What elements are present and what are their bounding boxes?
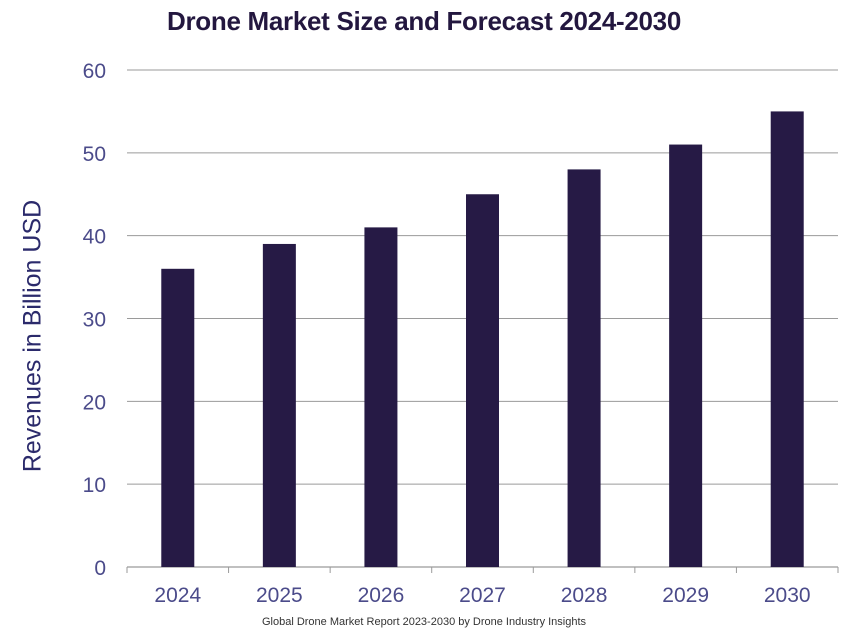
y-tick-label: 40	[83, 226, 106, 249]
x-tick-labels: 2024 2025 2026 2027 2028 2029 2030	[154, 584, 810, 607]
bar-2025	[262, 243, 296, 567]
source-footnote: Global Drone Market Report 2023-2030 by …	[261, 616, 587, 628]
x-tick-label: 2028	[561, 584, 608, 607]
x-tick-label: 2026	[358, 584, 405, 607]
chart-title: Drone Market Size and Forecast 2024-2030	[166, 6, 682, 36]
bar-2024	[161, 268, 195, 567]
y-tick-labels: 0 10 20 30 40 50 60	[83, 60, 106, 580]
bar-2028	[567, 169, 601, 567]
y-tick-label: 30	[83, 309, 106, 332]
y-tick-label: 10	[83, 474, 106, 497]
x-tick-label: 2030	[764, 584, 811, 607]
y-tick-label: 60	[83, 60, 106, 83]
y-tick-label: 50	[83, 143, 106, 166]
x-tick-label: 2024	[154, 584, 201, 607]
x-tick-label: 2027	[459, 584, 506, 607]
bar-2027	[466, 194, 499, 567]
bars	[161, 111, 804, 568]
bar-2029	[669, 144, 703, 568]
x-tick-label: 2029	[662, 584, 709, 607]
y-tick-label: 0	[94, 557, 106, 580]
bar-2026	[364, 227, 398, 567]
y-tick-label: 20	[83, 391, 106, 414]
x-tick-label: 2025	[256, 584, 303, 607]
bar-2030	[770, 111, 804, 568]
